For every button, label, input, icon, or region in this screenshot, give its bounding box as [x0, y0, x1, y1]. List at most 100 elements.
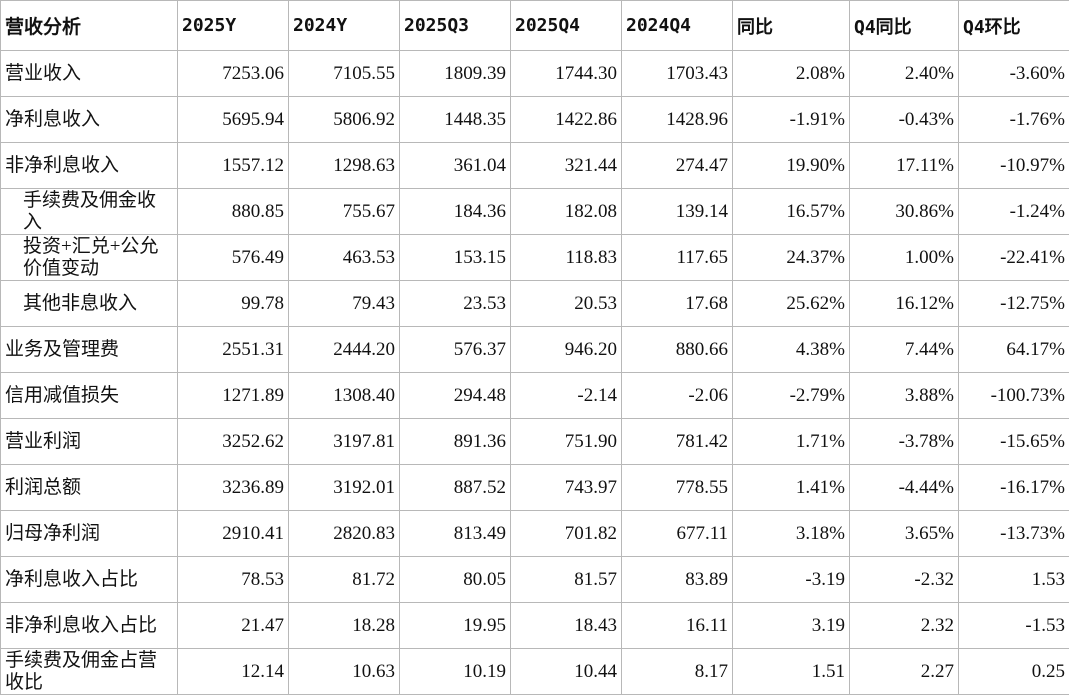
cell: -16.17%: [958, 464, 1069, 511]
cell: 21.47: [177, 602, 289, 649]
cell: -0.43%: [849, 96, 959, 143]
cell: 361.04: [399, 142, 511, 189]
cell: 576.37: [399, 326, 511, 373]
cell: 880.85: [177, 188, 289, 235]
table-row: 营业利润 3252.62 3197.81 891.36 751.90 781.42 1.71…: [0, 418, 1069, 465]
row-label: 营业利润: [0, 418, 178, 465]
table-row: 归母净利润 2910.41 2820.83 813.49 701.82 677.11 3.1…: [0, 510, 1069, 557]
cell: 1298.63: [288, 142, 400, 189]
table-row: 信用减值损失 1271.89 1308.40 294.48 -2.14 -2.06 -2.7…: [0, 372, 1069, 419]
table-row: 营业收入 7253.06 7105.55 1809.39 1744.30 1703.43 2…: [0, 50, 1069, 97]
cell: 2.32: [849, 602, 959, 649]
table-row: 利润总额 3236.89 3192.01 887.52 743.97 778.55 1.41…: [0, 464, 1069, 511]
cell: 4.38%: [732, 326, 850, 373]
row-label: 业务及管理费: [0, 326, 178, 373]
cell: 10.63: [288, 648, 400, 695]
cell: -1.24%: [958, 188, 1069, 235]
row-label: 其他非息收入: [0, 280, 178, 327]
cell: 117.65: [621, 234, 733, 281]
cell: 17.11%: [849, 142, 959, 189]
cell: 7.44%: [849, 326, 959, 373]
table-row: 非净利息收入占比 21.47 18.28 19.95 18.43 16.11 3.19 2.3…: [0, 602, 1069, 649]
cell: 78.53: [177, 556, 289, 603]
cell: 2.40%: [849, 50, 959, 97]
table-row: 手续费及佣金占营收比 12.14 10.63 10.19 10.44 8.17 1.51 2.…: [0, 648, 1069, 695]
cell: 79.43: [288, 280, 400, 327]
row-label: 非净利息收入占比: [0, 602, 178, 649]
cell: 16.11: [621, 602, 733, 649]
cell: -12.75%: [958, 280, 1069, 327]
cell: 30.86%: [849, 188, 959, 235]
cell: 80.05: [399, 556, 511, 603]
table-row: 手续费及佣金收入 880.85 755.67 184.36 182.08 139.14 16…: [0, 188, 1069, 235]
cell: 294.48: [399, 372, 511, 419]
cell: -2.06: [621, 372, 733, 419]
cell: 1.51: [732, 648, 850, 695]
cell: 274.47: [621, 142, 733, 189]
cell: 880.66: [621, 326, 733, 373]
cell: 18.28: [288, 602, 400, 649]
cell: 755.67: [288, 188, 400, 235]
cell: 1.41%: [732, 464, 850, 511]
cell: 19.95: [399, 602, 511, 649]
row-label: 投资+汇兑+公允价值变动: [0, 234, 178, 281]
cell: 2444.20: [288, 326, 400, 373]
cell: 18.43: [510, 602, 622, 649]
cell: -1.76%: [958, 96, 1069, 143]
cell: 2820.83: [288, 510, 400, 557]
cell: 7105.55: [288, 50, 400, 97]
cell: 99.78: [177, 280, 289, 327]
row-label: 净利息收入: [0, 96, 178, 143]
cell: 891.36: [399, 418, 511, 465]
table-row: 净利息收入 5695.94 5806.92 1448.35 1422.86 1428.96…: [0, 96, 1069, 143]
table-row: 业务及管理费 2551.31 2444.20 576.37 946.20 880.66 4.…: [0, 326, 1069, 373]
cell: 16.12%: [849, 280, 959, 327]
cell: 16.57%: [732, 188, 850, 235]
cell: 1271.89: [177, 372, 289, 419]
header-cell: 2024Y: [288, 0, 400, 51]
cell: 1.00%: [849, 234, 959, 281]
table-row: 非净利息收入 1557.12 1298.63 361.04 321.44 274.47 19…: [0, 142, 1069, 189]
cell: 1744.30: [510, 50, 622, 97]
cell: -22.41%: [958, 234, 1069, 281]
cell: 3.19: [732, 602, 850, 649]
cell: 781.42: [621, 418, 733, 465]
header-cell: 2025Q4: [510, 0, 622, 51]
row-label: 归母净利润: [0, 510, 178, 557]
cell: 1448.35: [399, 96, 511, 143]
cell: 3252.62: [177, 418, 289, 465]
cell: 83.89: [621, 556, 733, 603]
cell: -2.79%: [732, 372, 850, 419]
cell: 19.90%: [732, 142, 850, 189]
cell: 24.37%: [732, 234, 850, 281]
cell: 81.72: [288, 556, 400, 603]
cell: 182.08: [510, 188, 622, 235]
table-body: 营业收入 7253.06 7105.55 1809.39 1744.30 1703.43 2…: [0, 50, 1069, 695]
table-row: 其他非息收入 99.78 79.43 23.53 20.53 17.68 25.62% 16.…: [0, 280, 1069, 327]
cell: 1428.96: [621, 96, 733, 143]
row-label: 净利息收入占比: [0, 556, 178, 603]
cell: 813.49: [399, 510, 511, 557]
cell: 118.83: [510, 234, 622, 281]
cell: 1.53: [958, 556, 1069, 603]
cell: 10.44: [510, 648, 622, 695]
cell: 81.57: [510, 556, 622, 603]
cell: 8.17: [621, 648, 733, 695]
row-label: 营业收入: [0, 50, 178, 97]
cell: 20.53: [510, 280, 622, 327]
row-label: 手续费及佣金收入: [0, 188, 178, 235]
cell: 12.14: [177, 648, 289, 695]
cell: 17.68: [621, 280, 733, 327]
cell: 2.08%: [732, 50, 850, 97]
cell: -10.97%: [958, 142, 1069, 189]
cell: 139.14: [621, 188, 733, 235]
cell: 3192.01: [288, 464, 400, 511]
row-label: 手续费及佣金占营收比: [0, 648, 178, 695]
cell: 5695.94: [177, 96, 289, 143]
cell: 1422.86: [510, 96, 622, 143]
cell: 463.53: [288, 234, 400, 281]
header-cell: 2025Q3: [399, 0, 511, 51]
cell: 751.90: [510, 418, 622, 465]
